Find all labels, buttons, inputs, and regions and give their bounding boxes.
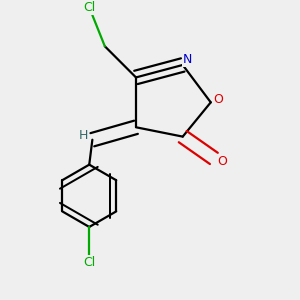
Text: O: O	[214, 93, 224, 106]
Text: Cl: Cl	[84, 1, 96, 14]
Text: N: N	[183, 53, 192, 66]
Text: H: H	[78, 130, 88, 142]
Text: O: O	[218, 155, 227, 168]
Text: Cl: Cl	[83, 256, 95, 269]
